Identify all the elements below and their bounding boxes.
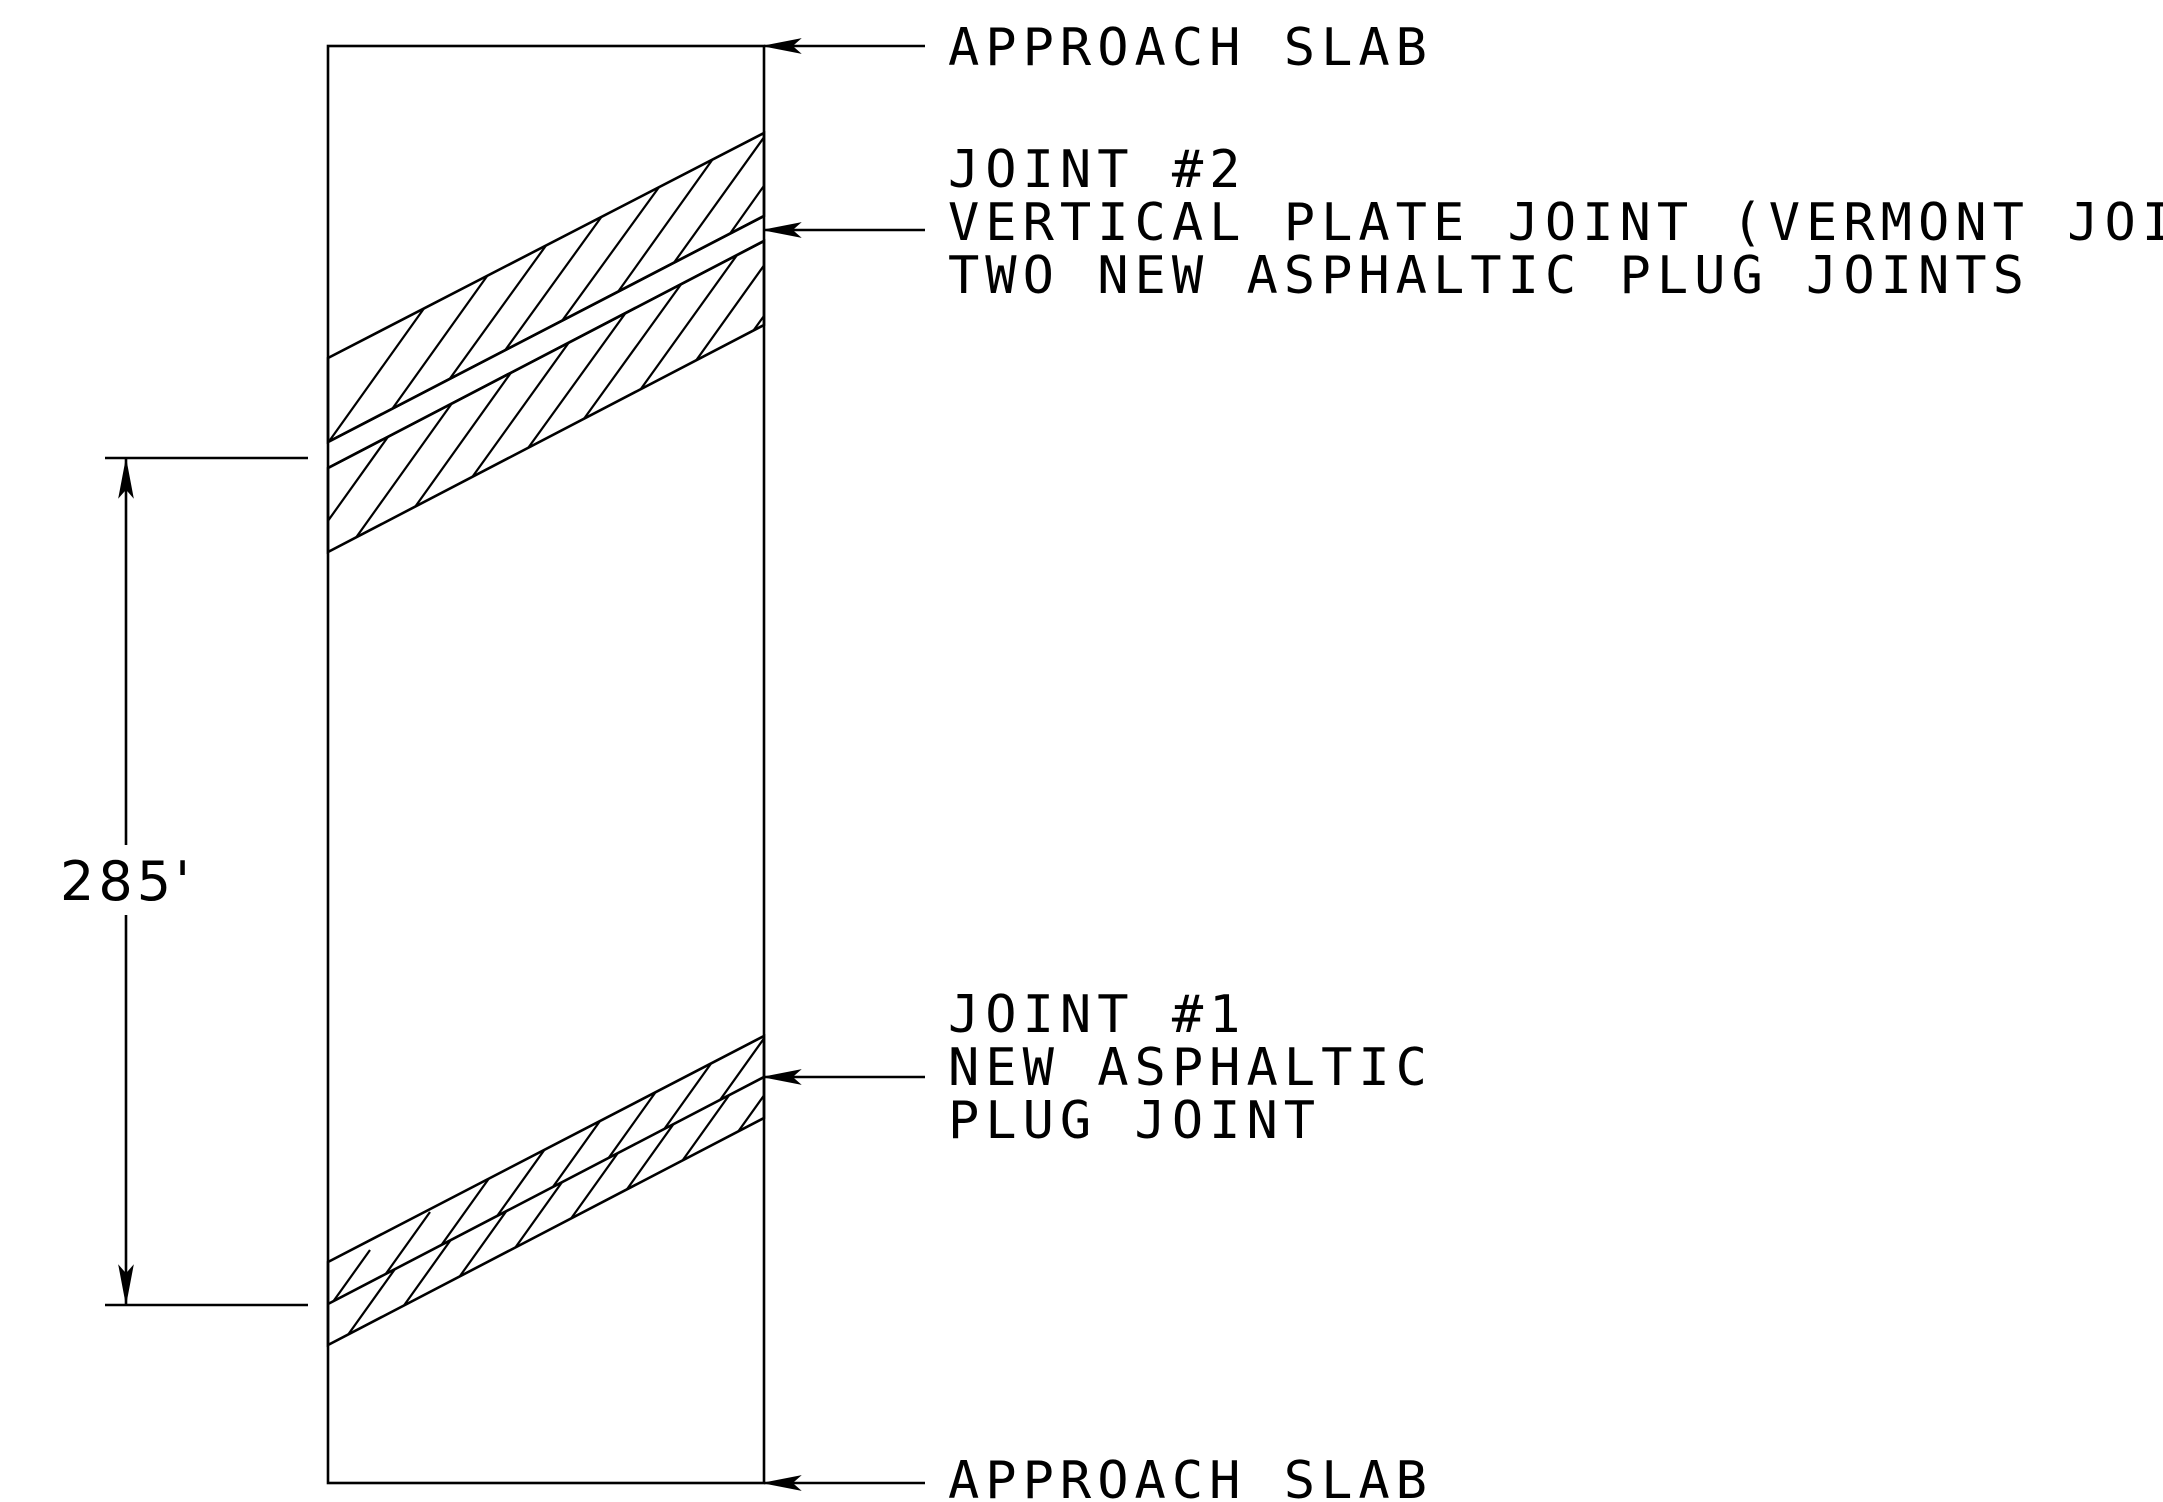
- bridge-deck-outline: [326, 44, 766, 1485]
- label-approach-slab-top: APPROACH SLAB: [948, 18, 1433, 78]
- dimension-label: 285': [60, 850, 194, 913]
- label-joint-2-note: TWO NEW ASPHALTIC PLUG JOINTS: [948, 246, 2030, 306]
- joint-2-vertical-plate-joint: [327, 214, 765, 444]
- joint-2-hatch-lower: [328, 241, 764, 552]
- leader-approach-slab-bottom: [763, 1475, 925, 1491]
- joint-2-hatch-upper: [328, 133, 764, 442]
- dimension-arrow-top: [118, 459, 134, 499]
- joint-2-plug-band-lower: [326, 238, 766, 555]
- label-joint-1-type: NEW ASPHALTIC: [948, 1038, 1433, 1098]
- joint-1-centerline: [327, 1075, 765, 1306]
- leader-approach-slab-top: [763, 38, 925, 54]
- leader-joint-2: [763, 222, 925, 238]
- dimension-285: 285': [60, 456, 308, 1307]
- label-joint-2-title: JOINT #2: [948, 140, 1246, 200]
- joint-1-hatch-lower: [329, 1077, 764, 1345]
- label-approach-slab-bottom: APPROACH SLAB: [948, 1451, 1433, 1502]
- leader-joint-1: [763, 1069, 925, 1085]
- label-joint-1-title: JOINT #1: [948, 985, 1246, 1045]
- label-joint-2-type: VERTICAL PLATE JOINT (VERMONT JOINT): [948, 193, 2163, 253]
- dimension-arrow-bottom: [118, 1264, 134, 1304]
- label-joint-1-note: PLUG JOINT: [948, 1091, 1321, 1151]
- joint-2-plug-band-upper: [326, 130, 766, 445]
